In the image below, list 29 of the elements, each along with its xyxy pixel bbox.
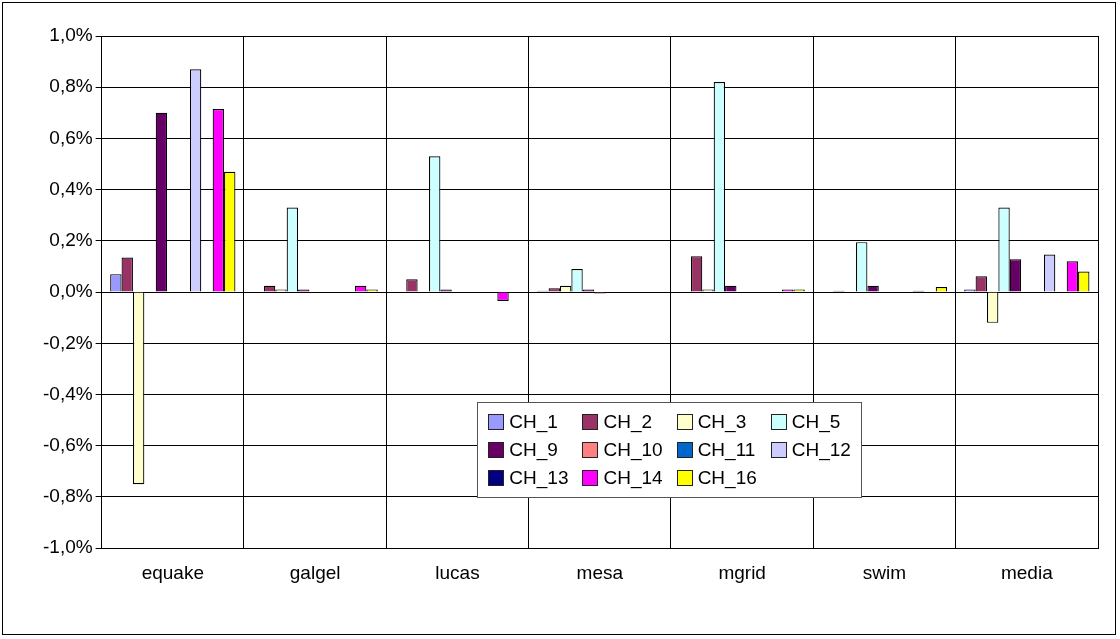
y-tick-label: 0,4% — [49, 177, 93, 199]
y-tick-label: 0,0% — [49, 280, 93, 302]
legend-label: CH_16 — [697, 467, 757, 490]
y-tick-label: 0,8% — [49, 75, 93, 97]
x-tick-label: media — [1000, 561, 1054, 583]
x-tick-label: galgel — [289, 561, 341, 583]
y-tick-label: 0,2% — [49, 229, 93, 251]
legend-label: CH_1 — [509, 411, 558, 434]
y-tick-label: -0,6% — [42, 433, 93, 455]
x-tick-label: lucas — [435, 561, 480, 583]
y-tick-label: -1,0% — [42, 536, 93, 558]
y-tick-label: -0,8% — [42, 485, 93, 507]
x-tick-label: mgrid — [718, 561, 766, 583]
legend-label: CH_11 — [697, 439, 756, 462]
legend-label: CH_2 — [603, 411, 653, 434]
legend-label: CH_10 — [603, 439, 663, 462]
x-tick-label: mesa — [576, 561, 624, 583]
legend-label: CH_13 — [509, 467, 569, 490]
y-tick-label: -0,2% — [42, 331, 93, 353]
legend-label: CH_3 — [697, 411, 747, 434]
legend-label: CH_14 — [603, 467, 663, 490]
legend-label: CH_5 — [791, 411, 841, 434]
legend-label: CH_12 — [791, 439, 851, 462]
y-tick-label: -0,4% — [42, 382, 93, 404]
y-tick-label: 1,0% — [49, 24, 93, 46]
x-tick-label: equake — [141, 561, 204, 583]
y-tick-label: 0,6% — [49, 126, 93, 148]
legend-label: CH_9 — [509, 439, 558, 462]
x-tick-label: swim — [862, 561, 907, 583]
